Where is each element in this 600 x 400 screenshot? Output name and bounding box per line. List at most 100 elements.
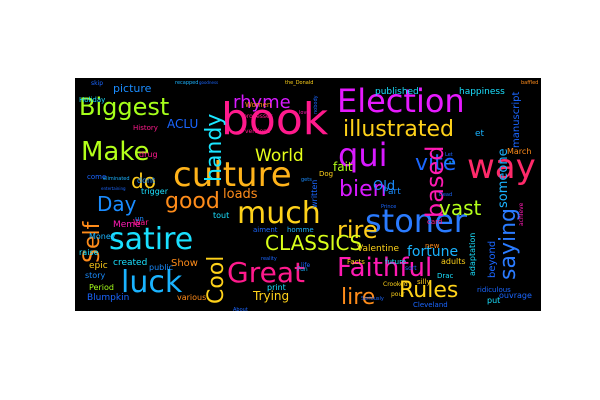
cloud-word: vast xyxy=(439,196,482,220)
cloud-word: future xyxy=(385,258,406,266)
cloud-word: History xyxy=(133,124,158,132)
cloud-word: way xyxy=(467,147,536,187)
cloud-word: Blumpkin xyxy=(87,293,129,303)
cloud-word: Cool xyxy=(204,256,229,304)
cloud-word: versions xyxy=(245,128,270,135)
cloud-word: beyond xyxy=(487,241,498,278)
cloud-word: lire xyxy=(341,285,375,310)
cloud-word: ouvrage xyxy=(499,291,532,300)
cloud-word: Valentine xyxy=(357,244,399,254)
cloud-word: happiness xyxy=(459,87,505,97)
cloud-word: fortune xyxy=(407,244,458,260)
cloud-word: Rules xyxy=(399,278,458,303)
cloud-word: published xyxy=(375,87,419,97)
cloud-word: vite xyxy=(415,151,456,176)
cloud-word: much xyxy=(237,196,321,231)
cloud-word: the_Donald xyxy=(285,80,313,86)
cloud-word: Can xyxy=(445,160,455,166)
cloud-word: ridiculous xyxy=(477,286,511,294)
cloud-word: new xyxy=(425,242,440,250)
cloud-word: homme xyxy=(287,226,314,234)
cloud-word: saying xyxy=(496,208,521,280)
cloud-word: epic xyxy=(89,261,108,271)
cloud-word: luck xyxy=(121,265,183,300)
cloud-word: aiment xyxy=(253,226,278,234)
cloud-word: raise xyxy=(79,248,99,257)
word-cloud-background xyxy=(75,78,541,311)
cloud-word: Faithful xyxy=(337,253,432,283)
cloud-word: Part xyxy=(383,187,401,197)
cloud-word: drug xyxy=(139,150,158,159)
cloud-word: Election xyxy=(337,82,465,120)
cloud-word: et xyxy=(475,129,485,139)
cloud-word: come xyxy=(87,173,106,181)
cloud-word: Meme xyxy=(113,220,141,230)
cloud-word: Dead xyxy=(439,192,452,198)
cloud-word: Biggest xyxy=(79,93,169,121)
cloud-word: Old xyxy=(373,179,395,194)
cloud-word: Trying xyxy=(252,289,289,303)
cloud-word: public xyxy=(149,263,173,272)
cloud-word: baffled xyxy=(521,80,538,86)
cloud-word: Drac xyxy=(437,272,454,280)
cloud-word: based xyxy=(421,146,449,218)
cloud-word: manuscript xyxy=(511,92,522,148)
cloud-word: culture xyxy=(173,155,292,195)
cloud-word: Dog xyxy=(319,170,333,178)
cloud-word: Holiday xyxy=(79,96,105,104)
cloud-word: goodness xyxy=(199,80,218,85)
cloud-word: skip xyxy=(91,80,103,87)
cloud-word: love xyxy=(299,110,309,116)
cloud-word: rire xyxy=(337,216,378,244)
cloud-word: created xyxy=(113,258,147,268)
cloud-word: book xyxy=(221,94,329,145)
cloud-word: War xyxy=(133,218,149,227)
cloud-word: story xyxy=(85,271,105,280)
cloud-word: written xyxy=(310,180,319,208)
cloud-word: sort xyxy=(405,265,417,272)
cloud-word: processes xyxy=(243,113,273,120)
cloud-word: Period xyxy=(89,283,114,292)
cloud-word: About xyxy=(233,307,248,311)
cloud-word: pour xyxy=(391,291,405,298)
cloud-word: picture xyxy=(113,82,152,95)
cloud-word: print xyxy=(267,283,286,292)
cloud-word: ACLU xyxy=(167,117,198,131)
cloud-word: entertaining xyxy=(101,186,126,191)
cloud-word: someone xyxy=(496,148,511,208)
cloud-word: Facts xyxy=(347,258,365,266)
cloud-word: nobody xyxy=(313,95,319,114)
cloud-word: rhyme xyxy=(233,92,291,113)
cloud-word: Day xyxy=(97,192,137,216)
cloud-word: fait xyxy=(333,160,353,174)
cloud-word: dont xyxy=(137,176,155,185)
cloud-word: loads xyxy=(223,187,258,202)
cloud-word: stoner xyxy=(365,202,468,240)
cloud-word: qui xyxy=(338,136,387,174)
cloud-word: put xyxy=(487,296,500,305)
cloud-word: World xyxy=(255,146,304,166)
cloud-word: good xyxy=(165,189,220,214)
cloud-word: Show xyxy=(171,258,198,269)
cloud-word: March xyxy=(507,147,531,156)
cloud-word: Money xyxy=(89,232,116,241)
cloud-word: recapped xyxy=(175,80,198,86)
cloud-word: do xyxy=(131,169,156,193)
cloud-word: Seriously xyxy=(361,296,384,302)
cloud-word: handy xyxy=(202,114,227,182)
cloud-word: satire xyxy=(109,222,193,257)
cloud-word: Women xyxy=(245,101,271,109)
cloud-word: Prince xyxy=(381,204,396,210)
cloud-word: various xyxy=(177,293,206,302)
cloud-word: eliminated xyxy=(103,176,130,182)
cloud-word: bien xyxy=(339,177,387,202)
cloud-word: adaptation xyxy=(468,233,477,276)
cloud-word: card xyxy=(427,218,442,226)
cloud-word: illustrated xyxy=(343,117,454,142)
cloud-word: Fun xyxy=(297,266,308,273)
word-cloud: book Election culture way qui illustrated Bigg… xyxy=(75,78,541,311)
cloud-word: gets xyxy=(301,177,312,183)
cloud-word: tout xyxy=(213,211,229,220)
cloud-word: silly xyxy=(417,278,431,286)
